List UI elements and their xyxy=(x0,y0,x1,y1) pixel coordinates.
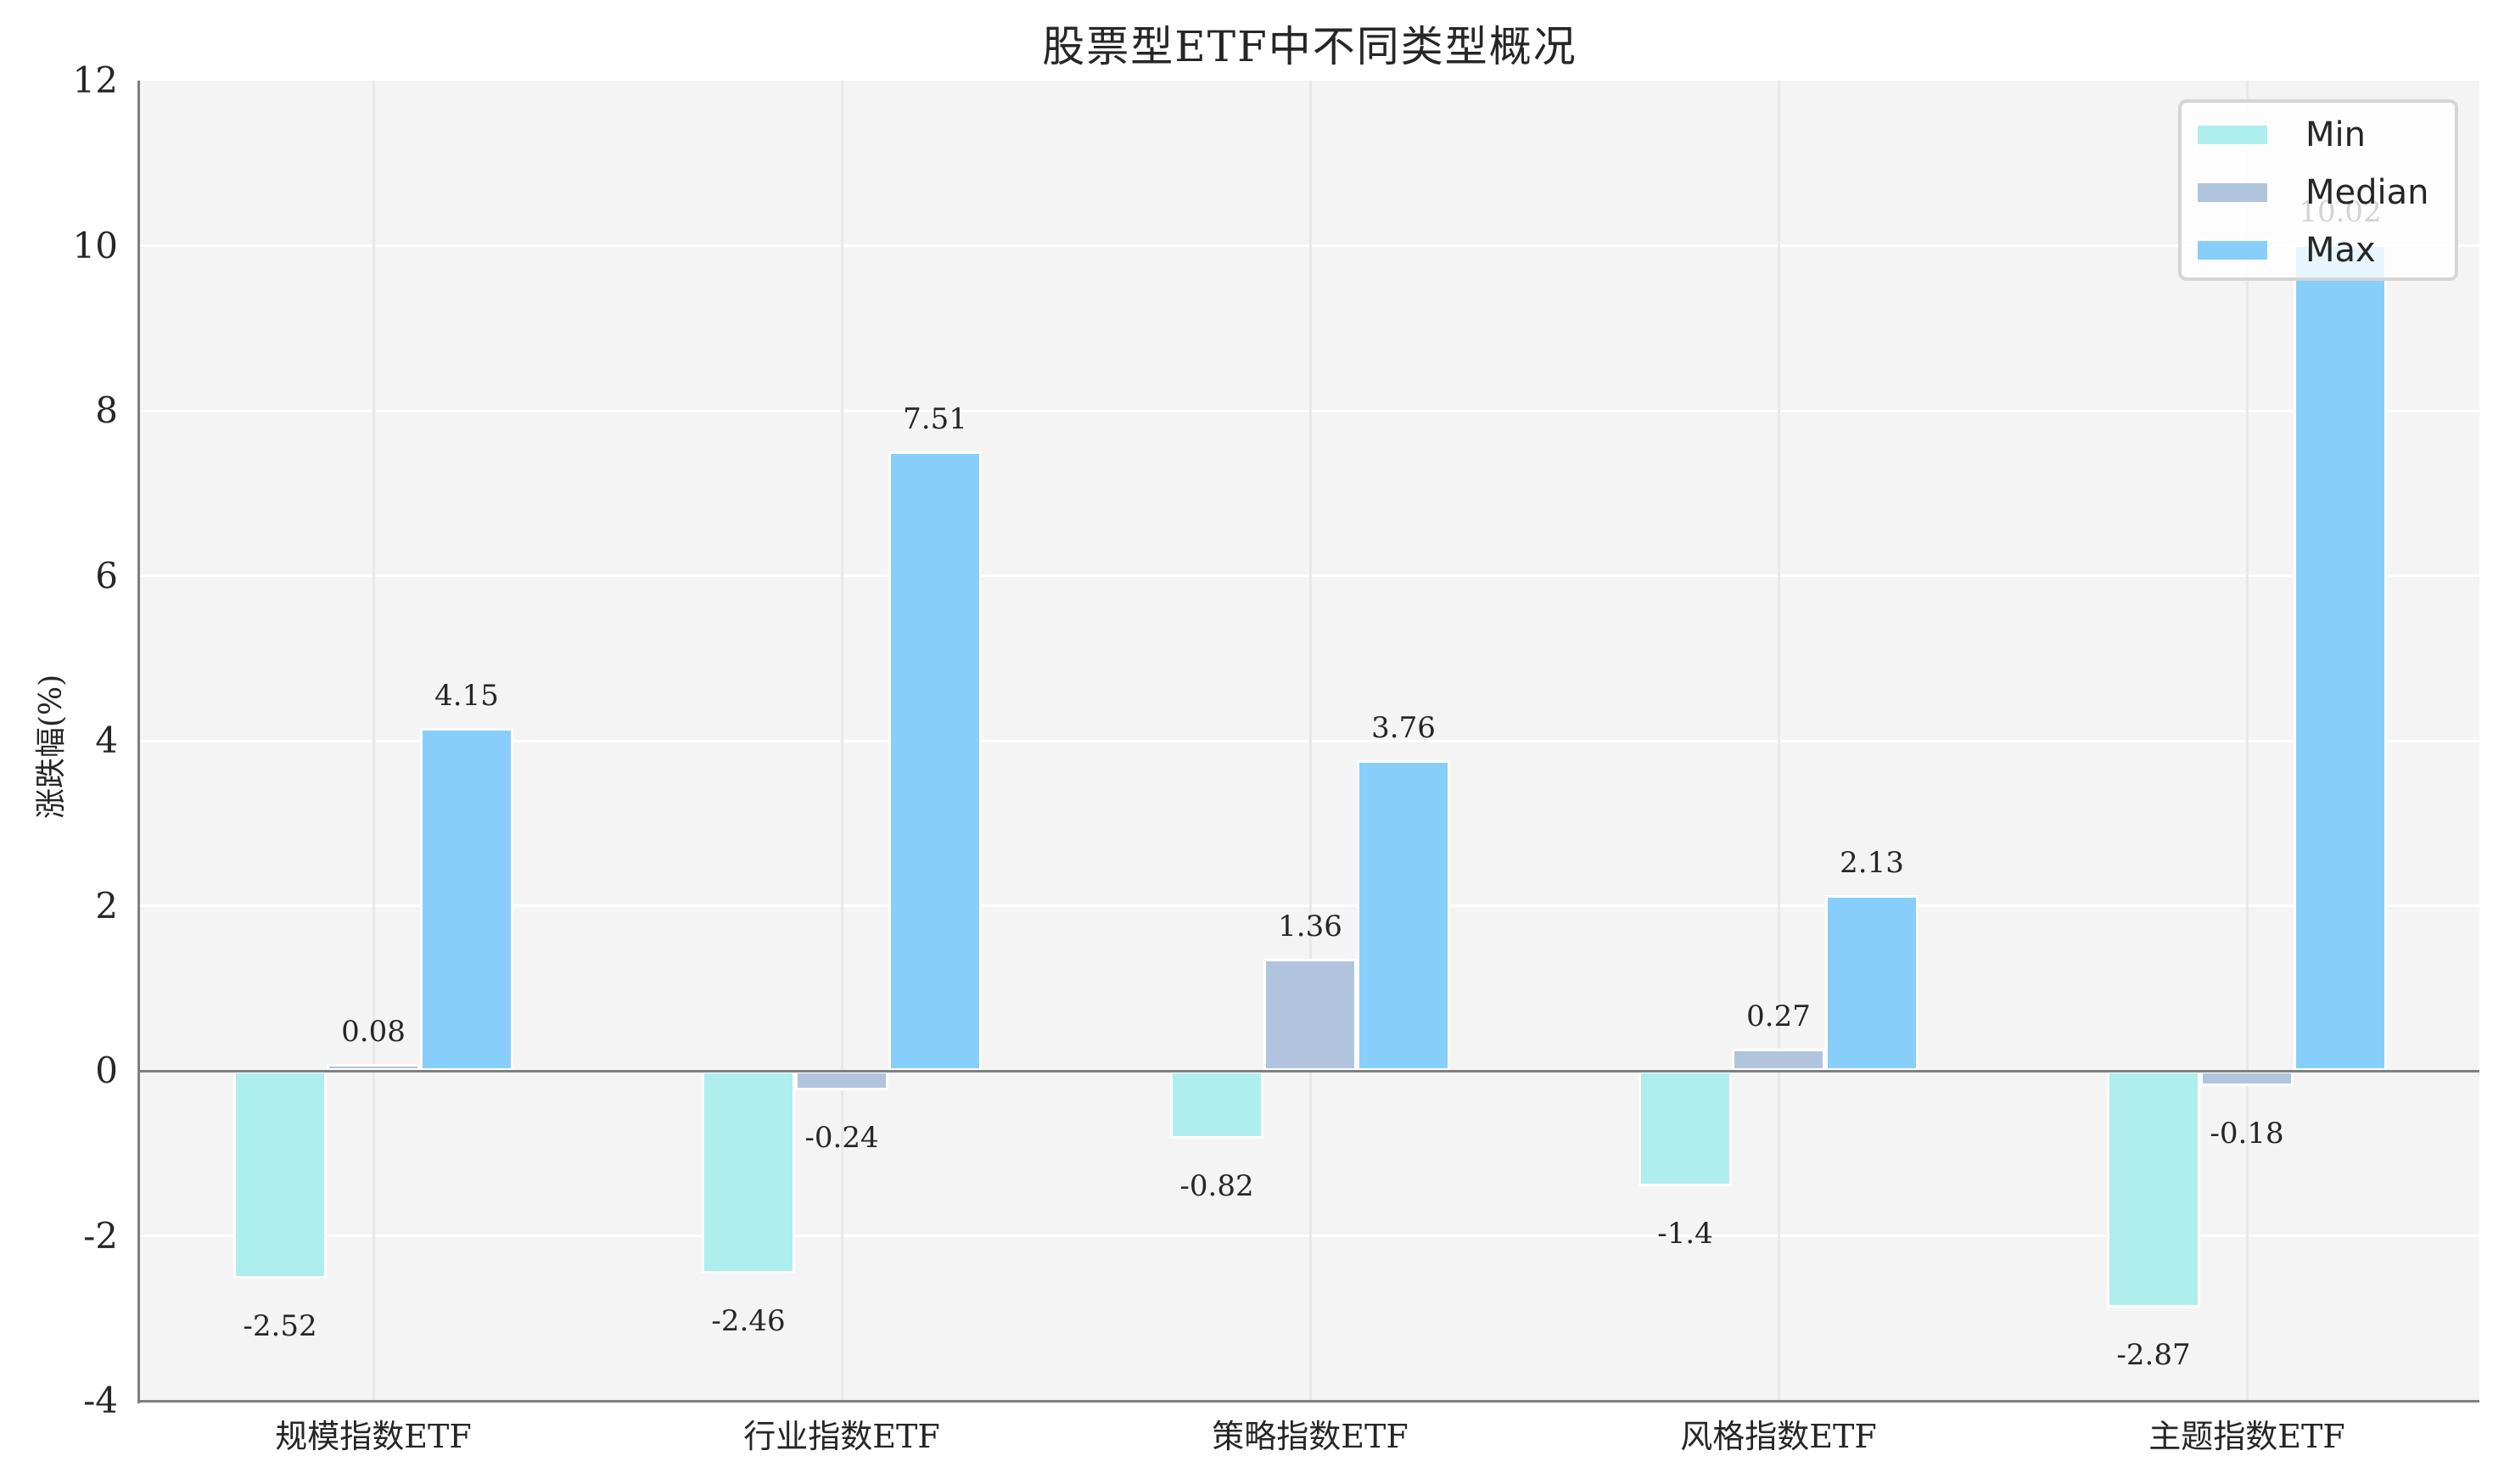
bar-value-label: 4.15 xyxy=(434,679,499,714)
legend-swatch-min xyxy=(2195,123,2270,147)
bar-value-label: -0.18 xyxy=(2210,1116,2284,1151)
legend-label-median: Median xyxy=(2305,173,2429,212)
bar-value-label: 7.51 xyxy=(903,401,967,436)
y-tick-label: -2 xyxy=(83,1214,118,1257)
legend-label-max: Max xyxy=(2305,231,2376,270)
y-tick-label: 4 xyxy=(95,720,118,761)
bar-value-label: -2.52 xyxy=(243,1309,317,1344)
x-tick-label: 规模指数ETF xyxy=(275,1418,472,1455)
x-tick-label: 策略指数ETF xyxy=(1212,1418,1409,1455)
legend: Min Median Max xyxy=(2178,99,2458,281)
plot-area: -2.52 0.08 4.15 -2.46 -0.24 7.51 -0.82 1.36 3.76… xyxy=(140,81,2479,1401)
bar-max xyxy=(1357,760,1450,1071)
bar-value-label: 3.76 xyxy=(1371,711,1436,746)
y-tick-label: 8 xyxy=(95,389,118,431)
legend-label-min: Min xyxy=(2305,115,2366,154)
bar-value-label: 2.13 xyxy=(1840,845,1904,880)
bar-value-label: -0.24 xyxy=(804,1121,879,1156)
y-tick-label: 6 xyxy=(95,554,118,596)
bar-median xyxy=(1732,1048,1825,1071)
v-gridline xyxy=(1308,81,1312,1401)
y-axis-ticks: -4 -2 0 2 4 6 8 10 12 xyxy=(0,0,118,1484)
bar-min xyxy=(1170,1071,1263,1139)
bar-max xyxy=(888,451,982,1071)
x-tick-label: 风格指数ETF xyxy=(1680,1418,1877,1455)
bar-value-label: -0.82 xyxy=(1179,1168,1254,1203)
v-gridline xyxy=(840,81,843,1401)
bar-min xyxy=(233,1071,327,1280)
v-gridline xyxy=(372,81,375,1401)
legend-item-min: Min xyxy=(2182,111,2455,162)
y-tick-label: -4 xyxy=(83,1380,118,1421)
chart-title: 股票型ETF中不同类型概况 xyxy=(1042,22,1577,71)
v-gridline xyxy=(1777,81,1780,1401)
bar-min xyxy=(702,1071,795,1274)
bar-value-label: 1.36 xyxy=(1278,909,1342,944)
x-tick-label: 行业指数ETF xyxy=(743,1418,940,1455)
bar-value-label: -2.46 xyxy=(711,1304,786,1339)
bar-value-label: 0.27 xyxy=(1746,999,1811,1033)
y-axis-spine xyxy=(137,81,140,1403)
bar-max xyxy=(1825,894,1919,1071)
bar-min xyxy=(2107,1071,2200,1308)
bar-median xyxy=(1263,958,1357,1071)
x-tick-label: 主题指数ETF xyxy=(2148,1418,2345,1455)
v-gridline xyxy=(2245,81,2249,1401)
legend-item-median: Median xyxy=(2182,169,2455,220)
y-tick-label: 12 xyxy=(72,59,118,101)
y-tick-label: 0 xyxy=(95,1050,118,1091)
x-axis-spine xyxy=(137,1400,2479,1403)
bar-max xyxy=(2294,244,2387,1071)
bar-value-label: -2.87 xyxy=(2116,1338,2191,1373)
legend-item-max: Max xyxy=(2182,227,2455,277)
legend-swatch-median xyxy=(2195,181,2270,204)
bar-value-label: -1.4 xyxy=(1657,1217,1713,1252)
y-tick-label: 10 xyxy=(72,224,118,266)
zero-baseline xyxy=(140,1069,2479,1072)
bar-max xyxy=(420,728,513,1071)
y-tick-label: 2 xyxy=(95,884,118,927)
bar-median xyxy=(795,1071,888,1091)
bar-median xyxy=(2200,1071,2294,1086)
bar-value-label: 0.08 xyxy=(341,1015,406,1050)
bar-min xyxy=(1639,1071,1732,1187)
legend-swatch-max xyxy=(2195,238,2270,262)
